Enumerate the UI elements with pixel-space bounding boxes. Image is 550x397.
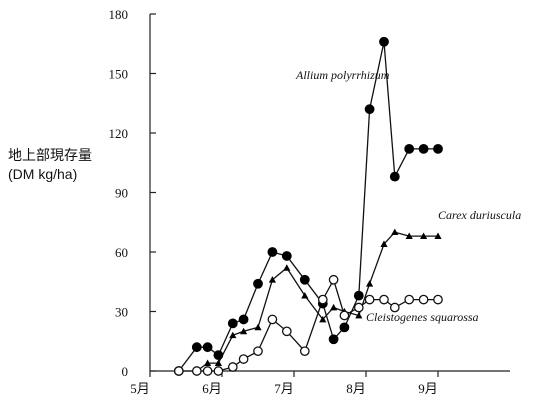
series-annotation-2: Carex duriuscula — [438, 208, 521, 222]
data-point-triangle — [366, 280, 374, 287]
data-point-filled-circle — [253, 278, 263, 289]
data-point-triangle — [330, 303, 338, 311]
data-point-triangle — [240, 327, 248, 335]
data-point-open-circle — [339, 310, 350, 321]
data-point-triangle — [391, 228, 399, 236]
data-point-open-circle — [418, 294, 429, 305]
data-point-filled-circle — [202, 342, 213, 353]
x-tick-label: 7月 — [274, 381, 294, 396]
data-point-open-circle — [281, 326, 292, 337]
data-point-triangle — [214, 359, 222, 366]
data-point-filled-circle — [227, 318, 238, 329]
data-point-filled-circle — [404, 143, 415, 154]
data-point-filled-circle — [353, 290, 364, 301]
series-annotation-1: Allium polyrrhizum — [295, 68, 390, 82]
series-line-1 — [178, 41, 438, 372]
data-point-open-circle — [404, 294, 415, 305]
data-point-filled-circle — [433, 143, 443, 154]
data-point-open-circle — [328, 274, 339, 285]
series-annotation-3: Cleistogenes squarossa — [366, 310, 479, 324]
data-point-filled-circle — [238, 314, 249, 325]
x-tick-label: 9月 — [418, 381, 438, 396]
data-point-open-circle — [433, 294, 443, 305]
data-point-filled-circle — [213, 350, 224, 361]
data-point-open-circle — [267, 314, 278, 325]
series-line-2 — [196, 231, 438, 372]
data-point-open-circle — [299, 346, 310, 357]
data-point-open-circle — [227, 362, 238, 372]
y-tick-label: 30 — [115, 305, 128, 320]
data-point-filled-circle — [299, 274, 310, 285]
data-point-filled-circle — [339, 322, 350, 333]
data-point-open-circle — [173, 366, 184, 376]
data-point-triangle — [319, 315, 327, 323]
data-point-open-circle — [379, 294, 389, 305]
y-tick-label: 0 — [122, 364, 129, 379]
y-axis-label-line-2: (DM kg/ha) — [8, 166, 78, 182]
data-point-filled-circle — [364, 104, 375, 115]
data-point-triangle — [405, 232, 413, 240]
x-tick-label: 8月 — [346, 381, 366, 396]
data-point-filled-circle — [328, 334, 339, 345]
data-point-filled-circle — [191, 342, 202, 353]
data-point-filled-circle — [281, 251, 292, 261]
data-point-open-circle — [253, 346, 263, 357]
data-point-triangle — [268, 276, 276, 283]
data-point-open-circle — [353, 302, 364, 313]
data-point-open-circle — [317, 294, 328, 305]
y-tick-label: 90 — [115, 186, 128, 201]
data-point-triangle — [254, 323, 262, 331]
data-point-filled-circle — [379, 36, 389, 47]
data-point-triangle — [420, 232, 428, 240]
y-tick-label: 180 — [109, 7, 129, 22]
data-point-filled-circle — [389, 171, 400, 182]
data-point-open-circle — [202, 366, 213, 376]
data-point-open-circle — [213, 366, 224, 376]
y-axis-label: 地上部現存量 (DM kg/ha) — [8, 146, 92, 184]
y-axis-label-line-1: 地上部現存量 — [8, 147, 92, 163]
x-tick-label: 6月 — [202, 381, 222, 396]
data-point-filled-circle — [267, 247, 278, 257]
data-point-open-circle — [191, 366, 202, 376]
data-point-open-circle — [238, 354, 249, 364]
data-point-triangle — [229, 331, 237, 339]
data-point-filled-circle — [418, 143, 429, 154]
x-tick-label: 5月 — [130, 381, 150, 396]
y-tick-label: 150 — [109, 67, 129, 82]
data-point-triangle — [380, 240, 388, 247]
data-point-triangle — [204, 359, 212, 366]
series-markers — [173, 36, 443, 376]
data-point-triangle — [283, 264, 291, 271]
data-point-triangle — [355, 311, 363, 319]
data-point-open-circle — [364, 294, 375, 305]
data-point-triangle — [301, 292, 309, 299]
annotations: Allium polyrrhizum Carex duriuscula Cleist… — [295, 68, 521, 324]
y-tick-label: 60 — [115, 245, 128, 260]
data-point-open-circle — [389, 302, 400, 313]
data-point-triangle — [434, 232, 442, 240]
y-tick-label: 120 — [109, 126, 129, 141]
